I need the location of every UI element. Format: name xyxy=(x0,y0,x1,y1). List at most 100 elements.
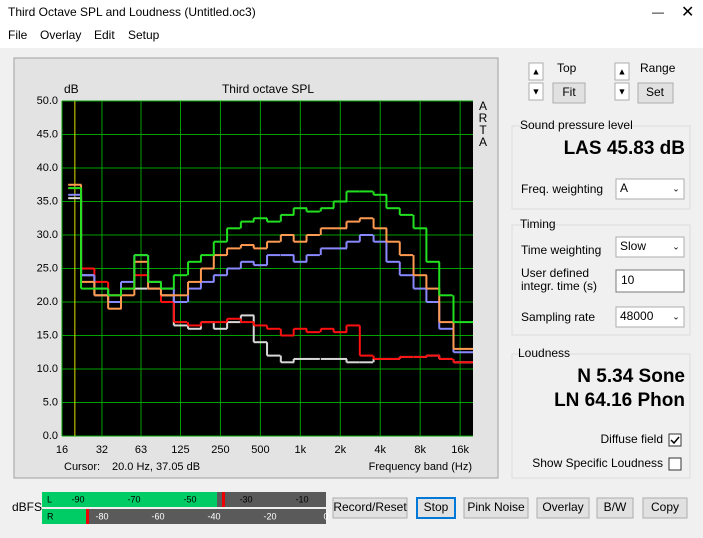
arrow: ▼ xyxy=(618,86,627,96)
side-label: T xyxy=(479,123,487,137)
arrow: ⌄ xyxy=(672,241,680,251)
button[interactable] xyxy=(416,497,456,519)
button-label: B/W xyxy=(604,500,627,514)
meter-scale-label: -20 xyxy=(263,511,276,521)
arrow: ▲ xyxy=(532,66,541,76)
dropdown[interactable] xyxy=(615,306,685,328)
meter-label: dBFS xyxy=(12,500,42,514)
menu-item[interactable]: File xyxy=(8,28,28,42)
arrow: ⌄ xyxy=(672,311,680,321)
button[interactable] xyxy=(642,497,688,519)
label: User defined xyxy=(521,266,589,280)
channel: L xyxy=(47,494,52,504)
meter-scale-label: -10 xyxy=(295,494,308,504)
meter-peak xyxy=(222,492,225,507)
x-tick-label: 4k xyxy=(374,444,386,456)
meter-scale-label: -60 xyxy=(151,511,164,521)
menu-item[interactable]: Edit xyxy=(94,28,115,42)
dropdown-value: Slow xyxy=(620,239,646,253)
y-tick-label: 50.0 xyxy=(37,95,58,107)
label: Top xyxy=(557,61,577,75)
meter-bg xyxy=(42,509,326,524)
y-tick-label: 40.0 xyxy=(37,162,58,174)
spin-down[interactable] xyxy=(528,82,544,101)
cursor-value: 20.0 Hz, 37.05 dB xyxy=(112,461,200,473)
checkbox-label: Diffuse field xyxy=(601,432,663,446)
meter-peak xyxy=(86,509,89,524)
window-title: Third Octave SPL and Loudness (Untitled.… xyxy=(8,5,256,19)
y-tick-label: 15.0 xyxy=(37,329,58,341)
y-tick-label: 35.0 xyxy=(37,195,58,207)
side-label: A xyxy=(479,99,487,113)
button-label: Stop xyxy=(424,500,449,514)
label: Freq. weighting xyxy=(521,182,603,196)
side-label: R xyxy=(479,111,488,125)
button[interactable] xyxy=(332,497,408,519)
button-label: Copy xyxy=(651,500,679,514)
arrow: ▼ xyxy=(532,86,541,96)
meter-scale-label: -80 xyxy=(95,511,108,521)
loudness-n: N 5.34 Sone xyxy=(577,366,685,387)
text-input[interactable] xyxy=(615,269,685,293)
group-box xyxy=(511,125,691,210)
x-tick-label: 1k xyxy=(295,444,307,456)
button-row: Record/Reset Stop Pink Noise Overlay B/W Copy xyxy=(332,497,688,519)
checkbox[interactable] xyxy=(668,457,682,471)
y-unit: dB xyxy=(64,82,79,96)
checkbox[interactable] xyxy=(668,433,682,447)
plot: 0.0 5.0 10.0 15.0 20.0 25.0 30.0 35.0 40.0 45.0 50… xyxy=(37,95,473,456)
chart-title: Third octave SPL xyxy=(222,82,314,96)
x-tick-label: 8k xyxy=(414,444,426,456)
meter-scale: -90 -70 -50 -30 -10 -80 -60 -40 -20 0 xyxy=(71,494,328,521)
spin-down[interactable] xyxy=(614,82,630,101)
menu-item[interactable]: Overlay xyxy=(40,28,81,42)
button-label: Overlay xyxy=(542,500,583,514)
group-box xyxy=(511,224,691,336)
y-tick-label: 25.0 xyxy=(37,262,58,274)
button-label: Fit xyxy=(562,85,576,99)
channel: R xyxy=(47,511,54,521)
meter-scale-label: -70 xyxy=(127,494,140,504)
meter-scale-label: -50 xyxy=(183,494,196,504)
meter-scale-label: -40 xyxy=(207,511,220,521)
set-button[interactable] xyxy=(637,82,674,104)
menu-item[interactable]: Setup xyxy=(128,28,160,42)
checkbox-label: Show Specific Loudness xyxy=(532,456,663,470)
y-tick-label: 20.0 xyxy=(37,296,58,308)
y-tick-label: 5.0 xyxy=(43,396,58,408)
x-tick-label: 16 xyxy=(56,444,68,456)
meter-level xyxy=(42,492,217,507)
dropdown[interactable] xyxy=(615,178,685,200)
dropdown-value: A xyxy=(620,181,628,195)
minimize[interactable]: — xyxy=(652,5,664,19)
group-box xyxy=(511,353,691,479)
input-value: 10 xyxy=(621,273,635,287)
top-controls: ▲ ▼ Top Fit ▲ ▼ Range Set xyxy=(528,61,676,104)
meter-scale-label: 0 xyxy=(323,511,328,521)
menu-bar xyxy=(0,26,703,48)
label: Sampling rate xyxy=(521,310,595,324)
x-tick-label: 2k xyxy=(334,444,346,456)
button[interactable] xyxy=(596,497,634,519)
x-tick-label: 63 xyxy=(135,444,147,456)
title-bar xyxy=(0,0,703,26)
fit-button[interactable] xyxy=(552,82,586,104)
y-tick-label: 45.0 xyxy=(37,128,58,140)
spin-up[interactable] xyxy=(528,62,544,81)
dropdown-value: 48000 xyxy=(620,309,654,323)
x-tick-label: 500 xyxy=(251,444,269,456)
meter-level xyxy=(42,509,86,524)
button[interactable] xyxy=(536,497,590,519)
check xyxy=(670,436,680,445)
button-label: Set xyxy=(646,85,665,99)
arrow: ⌄ xyxy=(672,183,680,193)
side-label: A xyxy=(479,135,487,149)
spl-value: LAS 45.83 dB xyxy=(564,138,685,159)
close[interactable]: ✕ xyxy=(681,4,694,21)
meter-scale-label: -30 xyxy=(239,494,252,504)
dropdown[interactable] xyxy=(615,236,685,258)
button[interactable] xyxy=(463,497,529,519)
spin-up[interactable] xyxy=(614,62,630,81)
loudness-ln: LN 64.16 Phon xyxy=(554,390,685,411)
